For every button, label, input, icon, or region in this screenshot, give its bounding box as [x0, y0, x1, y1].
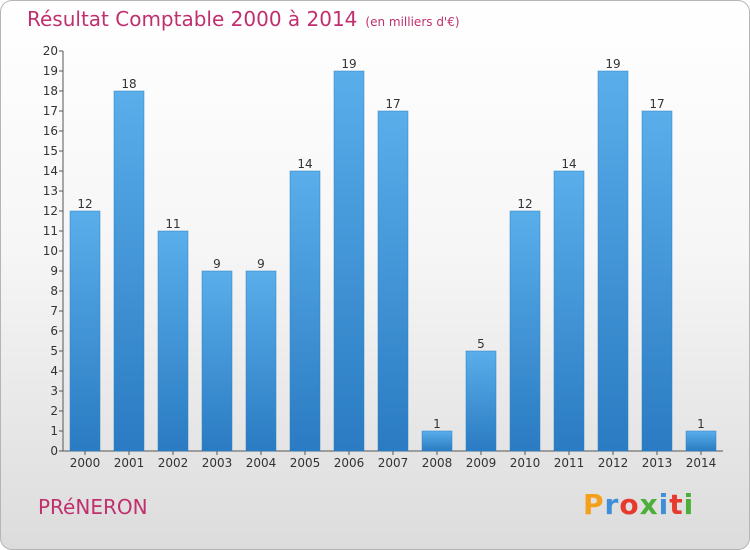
- y-tick-label: 0: [50, 444, 58, 458]
- y-tick-label: 14: [43, 164, 58, 178]
- y-tick-label: 19: [43, 64, 58, 78]
- bar-2008: [421, 430, 453, 452]
- logo-letter: i: [683, 488, 695, 521]
- y-tick-label: 7: [50, 304, 58, 318]
- data-label-2006: 19: [341, 57, 356, 71]
- bar-2014: [685, 430, 717, 452]
- x-tick-label-2001: 2001: [114, 456, 145, 470]
- data-label-2005: 14: [297, 157, 312, 171]
- x-tick-label-2006: 2006: [334, 456, 365, 470]
- data-label-2007: 17: [385, 97, 400, 111]
- data-label-2011: 14: [561, 157, 576, 171]
- bar-2001: [113, 90, 145, 452]
- y-tick-label: 3: [50, 384, 58, 398]
- data-label-2003: 9: [213, 257, 221, 271]
- y-tick-label: 11: [43, 224, 58, 238]
- y-tick-label: 17: [43, 104, 58, 118]
- proxiti-logo: Proxiti: [583, 488, 694, 521]
- data-label-2002: 11: [165, 217, 180, 231]
- logo-letter: x: [639, 488, 659, 521]
- bar-2005: [289, 170, 321, 452]
- bar-2009: [465, 350, 497, 452]
- data-label-2014: 1: [697, 417, 705, 431]
- bar-2010: [509, 210, 541, 452]
- x-tick-label-2012: 2012: [598, 456, 629, 470]
- y-tick-label: 20: [43, 44, 58, 58]
- x-tick-label-2004: 2004: [246, 456, 277, 470]
- x-tick-label-2008: 2008: [422, 456, 453, 470]
- logo-letter: t: [669, 488, 684, 521]
- x-tick-label-2010: 2010: [510, 456, 541, 470]
- y-tick-label: 10: [43, 244, 58, 258]
- y-tick-label: 6: [50, 324, 58, 338]
- y-tick-label: 12: [43, 204, 58, 218]
- y-tick-label: 2: [50, 404, 58, 418]
- y-tick-label: 1: [50, 424, 58, 438]
- data-label-2004: 9: [257, 257, 265, 271]
- x-tick-label-2000: 2000: [70, 456, 101, 470]
- x-tick-label-2009: 2009: [466, 456, 497, 470]
- y-tick-label: 15: [43, 144, 58, 158]
- logo-letter: i: [658, 488, 670, 521]
- x-tick-label-2005: 2005: [290, 456, 321, 470]
- x-tick-label-2007: 2007: [378, 456, 409, 470]
- data-label-2009: 5: [477, 337, 485, 351]
- x-tick-label-2011: 2011: [554, 456, 585, 470]
- logo-letter: r: [604, 488, 620, 521]
- x-tick-label-2003: 2003: [202, 456, 233, 470]
- bar-2004: [245, 270, 277, 452]
- bar-2000: [69, 210, 101, 452]
- bar-2002: [157, 230, 189, 452]
- bar-2012: [597, 70, 629, 452]
- y-tick-label: 8: [50, 284, 58, 298]
- data-label-2013: 17: [649, 97, 664, 111]
- x-tick-label-2002: 2002: [158, 456, 189, 470]
- bar-2006: [333, 70, 365, 452]
- chart-title: Résultat Comptable 2000 à 2014: [27, 7, 358, 31]
- logo-letter: o: [619, 488, 640, 521]
- data-label-2010: 12: [517, 197, 532, 211]
- data-label-2012: 19: [605, 57, 620, 71]
- chart-subtitle: (en milliers d'€): [365, 15, 460, 29]
- y-tick-label: 5: [50, 344, 58, 358]
- data-label-2001: 18: [121, 77, 136, 91]
- x-tick-label-2013: 2013: [642, 456, 673, 470]
- y-tick-label: 13: [43, 184, 58, 198]
- chart-title-line: Résultat Comptable 2000 à 2014 (en millie…: [27, 7, 460, 31]
- place-name: PRéNERON: [38, 495, 148, 519]
- bar-2003: [201, 270, 233, 452]
- y-tick-label: 9: [50, 264, 58, 278]
- x-tick-label-2014: 2014: [686, 456, 717, 470]
- data-label-2008: 1: [433, 417, 441, 431]
- bar-2013: [641, 110, 673, 452]
- y-tick-label: 4: [50, 364, 58, 378]
- y-tick-label: 16: [43, 124, 58, 138]
- bar-2011: [553, 170, 585, 452]
- y-tick-label: 18: [43, 84, 58, 98]
- data-label-2000: 12: [77, 197, 92, 211]
- logo-letter: P: [583, 488, 605, 521]
- bar-2007: [377, 110, 409, 452]
